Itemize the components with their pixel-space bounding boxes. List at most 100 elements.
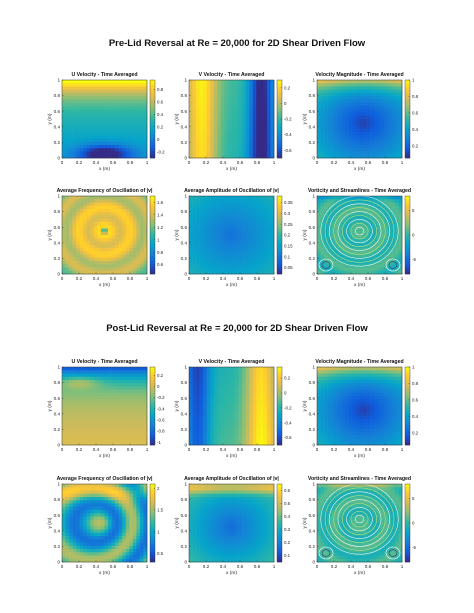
x-tick-label: 0.2 [76, 276, 83, 281]
heatmap-cell [235, 383, 239, 387]
heatmap-cell [391, 135, 396, 139]
heatmap-cell [391, 115, 396, 120]
heatmap-cell [217, 93, 222, 97]
heatmap-cell [224, 148, 229, 152]
heatmap-cell [206, 122, 211, 126]
heatmap-cell [83, 376, 88, 381]
heatmap-cell [327, 151, 332, 156]
heatmap-cell [380, 209, 385, 213]
heatmap-cell [338, 93, 343, 97]
heatmap-cell [363, 199, 367, 203]
heatmap-cell [72, 270, 77, 275]
heatmap-cell [104, 386, 109, 391]
heatmap-cell [370, 102, 374, 107]
heatmap-cell [143, 264, 148, 268]
heatmap-cell [259, 128, 264, 133]
heatmap-cell [139, 218, 144, 223]
heatmap-cell [334, 215, 339, 220]
heatmap-cell [118, 383, 123, 387]
heatmap-cell [249, 376, 254, 381]
heatmap-cell [132, 261, 137, 265]
heatmap-cell [387, 145, 392, 149]
heatmap-cell [76, 218, 81, 223]
heatmap-cell [334, 151, 339, 156]
heatmap-cell [79, 235, 84, 239]
heatmap-cell [79, 402, 84, 407]
heatmap-cell [380, 248, 385, 252]
heatmap-cell [118, 380, 123, 384]
heatmap-cell [118, 138, 123, 143]
heatmap-cell [324, 261, 328, 265]
heatmap-cell [65, 396, 70, 400]
heatmap-cell [391, 238, 396, 242]
heatmap-cell [192, 128, 197, 133]
heatmap-cell [317, 148, 321, 152]
heatmap-cell [118, 125, 123, 130]
heatmap-cell [331, 212, 336, 216]
heatmap-cell [125, 148, 130, 152]
heatmap-cell [62, 119, 66, 123]
heatmap-cell [90, 251, 95, 255]
heatmap-cell [210, 145, 215, 149]
heatmap-cell [338, 251, 343, 255]
heatmap-cell [398, 83, 403, 87]
heatmap-cell [93, 386, 98, 391]
heatmap-cell [136, 128, 141, 133]
heatmap-cell [192, 209, 197, 213]
heatmap-cell [238, 112, 243, 117]
heatmap-cell [65, 376, 70, 381]
heatmap-cell [249, 264, 254, 268]
heatmap-cell [327, 199, 332, 203]
heatmap-cell [79, 422, 84, 426]
heatmap-cell [224, 106, 229, 110]
heatmap-cell [86, 257, 91, 262]
heatmap-cell [97, 225, 102, 229]
panel-title: Average Amplitude of Oscillation of |v| [184, 188, 279, 194]
heatmap-cell [224, 238, 229, 242]
heatmap-cell [263, 205, 268, 210]
heatmap-cell [263, 125, 268, 130]
heatmap-cell [65, 386, 70, 391]
heatmap-cell [242, 112, 246, 117]
heatmap-cell [115, 386, 119, 391]
heatmap-cell [398, 132, 403, 136]
heatmap-cell [86, 151, 91, 156]
heatmap-cell [245, 125, 250, 130]
heatmap-cell [136, 212, 141, 216]
heatmap-cell [97, 231, 102, 236]
heatmap-cell [93, 238, 98, 242]
heatmap-cell [122, 222, 127, 226]
heatmap-cell [245, 115, 250, 120]
heatmap-cell [203, 428, 208, 433]
heatmap-cell [122, 106, 127, 110]
heatmap-cell [100, 222, 105, 226]
heatmap-cell [249, 393, 254, 397]
heatmap-cell [196, 241, 200, 246]
heatmap-cell [217, 267, 222, 272]
y-tick-label: 1 [184, 78, 187, 83]
heatmap-cell [213, 115, 218, 120]
heatmap-cell [72, 222, 77, 226]
heatmap-cell [192, 89, 197, 94]
heatmap-cell [143, 125, 148, 130]
heatmap-cell [259, 96, 264, 100]
heatmap-cell [79, 202, 84, 207]
heatmap-cell [129, 106, 134, 110]
heatmap-cell [334, 199, 339, 203]
heatmap-cell [352, 154, 357, 159]
heatmap-cell [203, 199, 208, 203]
heatmap-cell [90, 99, 95, 104]
colorbar-segment [277, 150, 282, 154]
heatmap-cell [206, 251, 211, 255]
colorbar-segment [277, 93, 282, 96]
heatmap-cell [334, 115, 339, 120]
heatmap-cell [206, 154, 211, 159]
heatmap-cell [227, 80, 232, 84]
heatmap-cell [132, 373, 137, 378]
heatmap-cell [132, 154, 137, 159]
heatmap-cell [199, 115, 204, 120]
heatmap-cell [203, 99, 208, 104]
heatmap-cell [242, 376, 246, 381]
heatmap-cell [256, 218, 261, 223]
heatmap-cell [398, 106, 403, 110]
